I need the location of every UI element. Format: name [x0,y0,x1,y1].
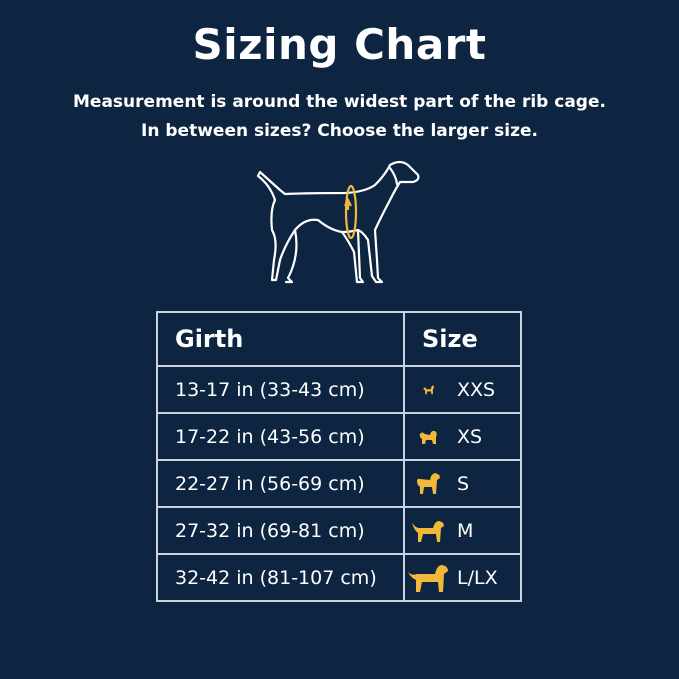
girth-cell: 17-22 in (43-56 cm) [156,412,405,461]
header-size: Size [403,311,522,367]
table-row: 13-17 in (33-43 cm) XXS [156,365,522,414]
table-row: 32-42 in (81-107 cm) L/LX [156,553,522,602]
size-label: L/LX [457,566,498,589]
table-row: 22-27 in (56-69 cm) S [156,459,522,508]
tiny-dog-icon [405,383,451,397]
header-girth: Girth [156,311,405,367]
retriever-dog-icon [405,518,451,544]
subtitle-line-1: Measurement is around the widest part of… [73,92,606,112]
girth-cell: 22-27 in (56-69 cm) [156,459,405,508]
small-fluffy-dog-icon [405,427,451,447]
girth-cell: 27-32 in (69-81 cm) [156,506,405,555]
size-label: XS [457,425,483,448]
size-label: M [457,519,474,542]
girth-cell: 32-42 in (81-107 cm) [156,553,405,602]
large-dog-icon [405,562,451,594]
table-row: 27-32 in (69-81 cm) M [156,506,522,555]
subtitle-line-2: In between sizes? Choose the larger size… [141,121,538,141]
table-row: 17-22 in (43-56 cm) XS [156,412,522,461]
curly-dog-icon [405,472,451,496]
size-label: S [457,472,470,495]
dog-girth-diagram-icon [256,160,420,284]
sizing-table: Girth Size 13-17 in (33-43 cm) XXS 17-22… [156,311,522,602]
girth-cell: 13-17 in (33-43 cm) [156,365,405,414]
size-label: XXS [457,378,496,401]
page-title: Sizing Chart [192,20,487,69]
table-header-row: Girth Size [156,311,522,367]
